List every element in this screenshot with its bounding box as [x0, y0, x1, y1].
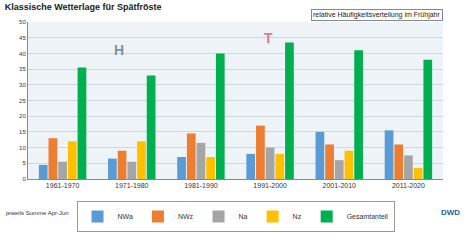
svg-text:35: 35 [19, 66, 26, 72]
svg-text:10: 10 [19, 145, 26, 151]
svg-text:NWa: NWa [118, 213, 133, 220]
svg-text:25: 25 [19, 98, 26, 104]
svg-text:Na: Na [239, 213, 248, 220]
svg-text:Nz: Nz [293, 213, 302, 220]
svg-text:relative Häufigkeitsverteilung: relative Häufigkeitsverteilung im Frühja… [313, 11, 440, 19]
svg-text:Klassische Wetterlage für Spät: Klassische Wetterlage für Spätfröste [5, 2, 162, 12]
svg-text:2001-2010: 2001-2010 [323, 182, 357, 189]
svg-text:DWD: DWD [441, 208, 460, 217]
svg-text:2011-2020: 2011-2020 [392, 182, 425, 189]
svg-text:40: 40 [19, 51, 26, 57]
svg-text:0: 0 [22, 176, 26, 182]
svg-text:jeweils Summe Apr-Jun: jeweils Summe Apr-Jun [5, 210, 69, 216]
svg-text:Gesamtanteil: Gesamtanteil [347, 213, 389, 220]
svg-text:5: 5 [22, 160, 26, 166]
svg-text:45: 45 [19, 35, 26, 41]
svg-text:1991-2000: 1991-2000 [253, 182, 287, 189]
svg-text:T: T [264, 30, 273, 46]
svg-text:20: 20 [19, 113, 26, 119]
svg-text:50: 50 [19, 19, 26, 25]
svg-text:H: H [114, 42, 124, 58]
svg-text:1961-1970: 1961-1970 [46, 182, 80, 189]
svg-text:1971-1980: 1971-1980 [115, 182, 149, 189]
svg-text:15: 15 [19, 129, 26, 135]
svg-text:30: 30 [19, 82, 26, 88]
svg-text:1981-1990: 1981-1990 [184, 182, 218, 189]
svg-text:NWz: NWz [178, 213, 194, 220]
